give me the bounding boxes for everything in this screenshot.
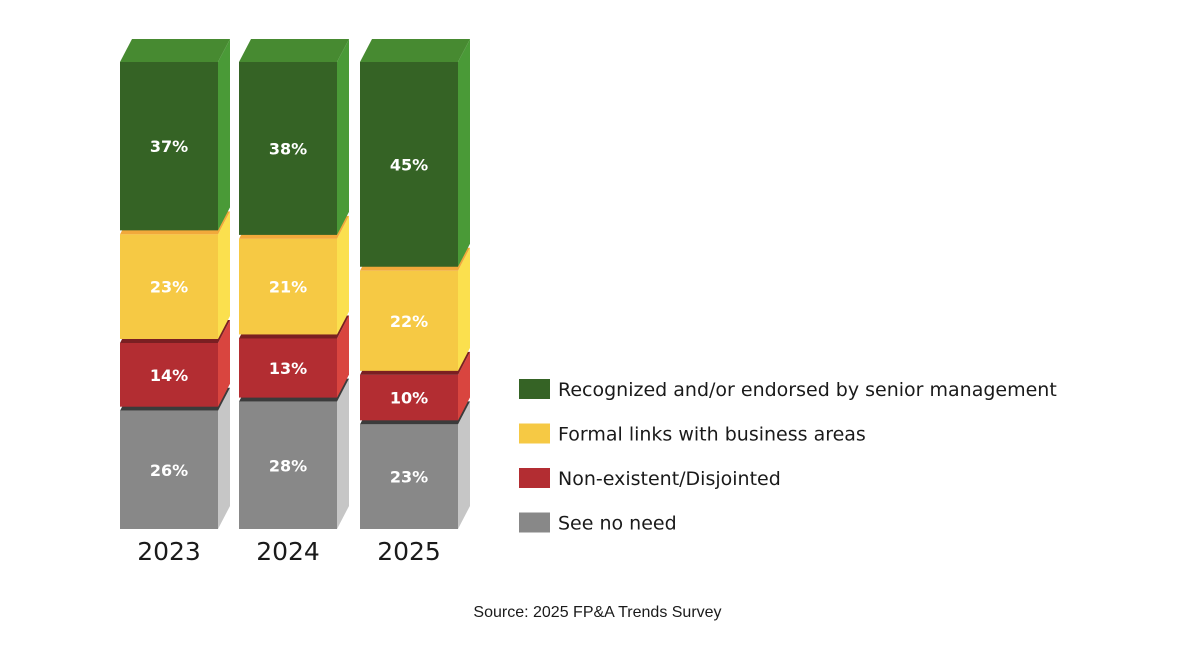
- value-label-2024-recognized-and-or-endorsed-by-senior-management: 38%: [269, 139, 307, 158]
- value-label-2025-recognized-and-or-endorsed-by-senior-management: 45%: [390, 155, 428, 174]
- legend-label-non-existent-disjointed: Non-existent/Disjointed: [558, 468, 781, 490]
- bar-2024-formal-links-with-business-areas-side: [337, 215, 349, 335]
- legend: Recognized and/or endorsed by senior man…: [519, 379, 1057, 535]
- bar-2025-formal-links-with-business-areas-side: [458, 247, 470, 371]
- x-tick-label-2024: 2024: [256, 537, 320, 566]
- legend-label-recognized-and-or-endorsed-by-senior-management: Recognized and/or endorsed by senior man…: [558, 379, 1057, 401]
- bar-2025-recognized-and-or-endorsed-by-senior-management-top: [360, 39, 470, 62]
- legend-item-recognized-and-or-endorsed-by-senior-management: Recognized and/or endorsed by senior man…: [519, 379, 1057, 401]
- bar-2025-see-no-need-side: [458, 401, 470, 529]
- bar-2025-see-no-need: [360, 424, 458, 529]
- bar-2023-formal-links-with-business-areas: [120, 234, 218, 339]
- bar-2023-non-existent-disjointed: [120, 343, 218, 407]
- legend-swatch-see-no-need: [519, 512, 550, 533]
- legend-label-see-no-need: See no need: [558, 513, 677, 535]
- bar-2025-recognized-and-or-endorsed-by-senior-management: [360, 62, 458, 267]
- value-label-2023-see-no-need: 26%: [150, 461, 188, 480]
- bar-2023-formal-links-with-business-areas-side: [218, 211, 230, 339]
- bar-2023: 26% 14% 23% 37%: [120, 39, 230, 529]
- legend-label-formal-links-with-business-areas: Formal links with business areas: [558, 424, 866, 446]
- value-label-2024-non-existent-disjointed: 13%: [269, 359, 307, 378]
- value-label-2025-formal-links-with-business-areas: 22%: [390, 312, 428, 331]
- bar-2024-see-no-need: [239, 401, 337, 529]
- bar-2023-non-existent-disjointed-side: [218, 320, 230, 407]
- bar-2025-recognized-and-or-endorsed-by-senior-management-side: [458, 39, 470, 267]
- bar-2025-non-existent-disjointed: [360, 374, 458, 421]
- legend-swatch-non-existent-disjointed: [519, 468, 550, 488]
- bar-2023-see-no-need: [120, 410, 218, 529]
- value-label-2023-non-existent-disjointed: 14%: [150, 366, 188, 385]
- x-tick-label-2025: 2025: [377, 537, 441, 566]
- x-tick-label-2023: 2023: [137, 537, 201, 566]
- bar-2025-non-existent-disjointed-side: [458, 351, 470, 421]
- bar-2024: 28% 13% 21% 38%: [239, 39, 349, 529]
- bar-2023-recognized-and-or-endorsed-by-senior-management-top: [120, 39, 230, 62]
- legend-item-formal-links-with-business-areas: Formal links with business areas: [519, 423, 866, 446]
- bar-2023-recognized-and-or-endorsed-by-senior-management-side: [218, 39, 230, 231]
- legend-swatch-recognized-and-or-endorsed-by-senior-management: [519, 379, 550, 399]
- bar-2023-see-no-need-side: [218, 387, 230, 529]
- bar-2024-recognized-and-or-endorsed-by-senior-management-side: [337, 39, 349, 235]
- bar-2024-recognized-and-or-endorsed-by-senior-management: [239, 62, 337, 235]
- value-label-2024-formal-links-with-business-areas: 21%: [269, 278, 307, 297]
- bar-2024-recognized-and-or-endorsed-by-senior-management-top: [239, 39, 349, 62]
- value-label-2025-see-no-need: 23%: [390, 468, 428, 487]
- legend-swatch-formal-links-with-business-areas: [519, 423, 550, 444]
- bars-group: 26% 14% 23% 37% 28% 13% 21% 38% 23% 10% 22% 45%: [120, 39, 470, 529]
- bar-2023-recognized-and-or-endorsed-by-senior-management: [120, 62, 218, 231]
- bar-2025-formal-links-with-business-areas: [360, 270, 458, 371]
- bar-2025: 23% 10% 22% 45%: [360, 39, 470, 529]
- legend-item-see-no-need: See no need: [519, 512, 677, 535]
- year-labels-group: 2023 2024 2025: [137, 537, 441, 566]
- bar-2024-non-existent-disjointed-side: [337, 315, 349, 398]
- bar-2024-non-existent-disjointed: [239, 338, 337, 398]
- source-note: Source: 2025 FP&A Trends Survey: [473, 604, 722, 621]
- value-label-2023-formal-links-with-business-areas: 23%: [150, 278, 188, 297]
- value-label-2024-see-no-need: 28%: [269, 456, 307, 475]
- value-label-2025-non-existent-disjointed: 10%: [390, 389, 428, 408]
- bar-2024-see-no-need-side: [337, 378, 349, 529]
- value-label-2023-recognized-and-or-endorsed-by-senior-management: 37%: [150, 137, 188, 156]
- bar-2024-formal-links-with-business-areas: [239, 238, 337, 335]
- legend-item-non-existent-disjointed: Non-existent/Disjointed: [519, 468, 781, 490]
